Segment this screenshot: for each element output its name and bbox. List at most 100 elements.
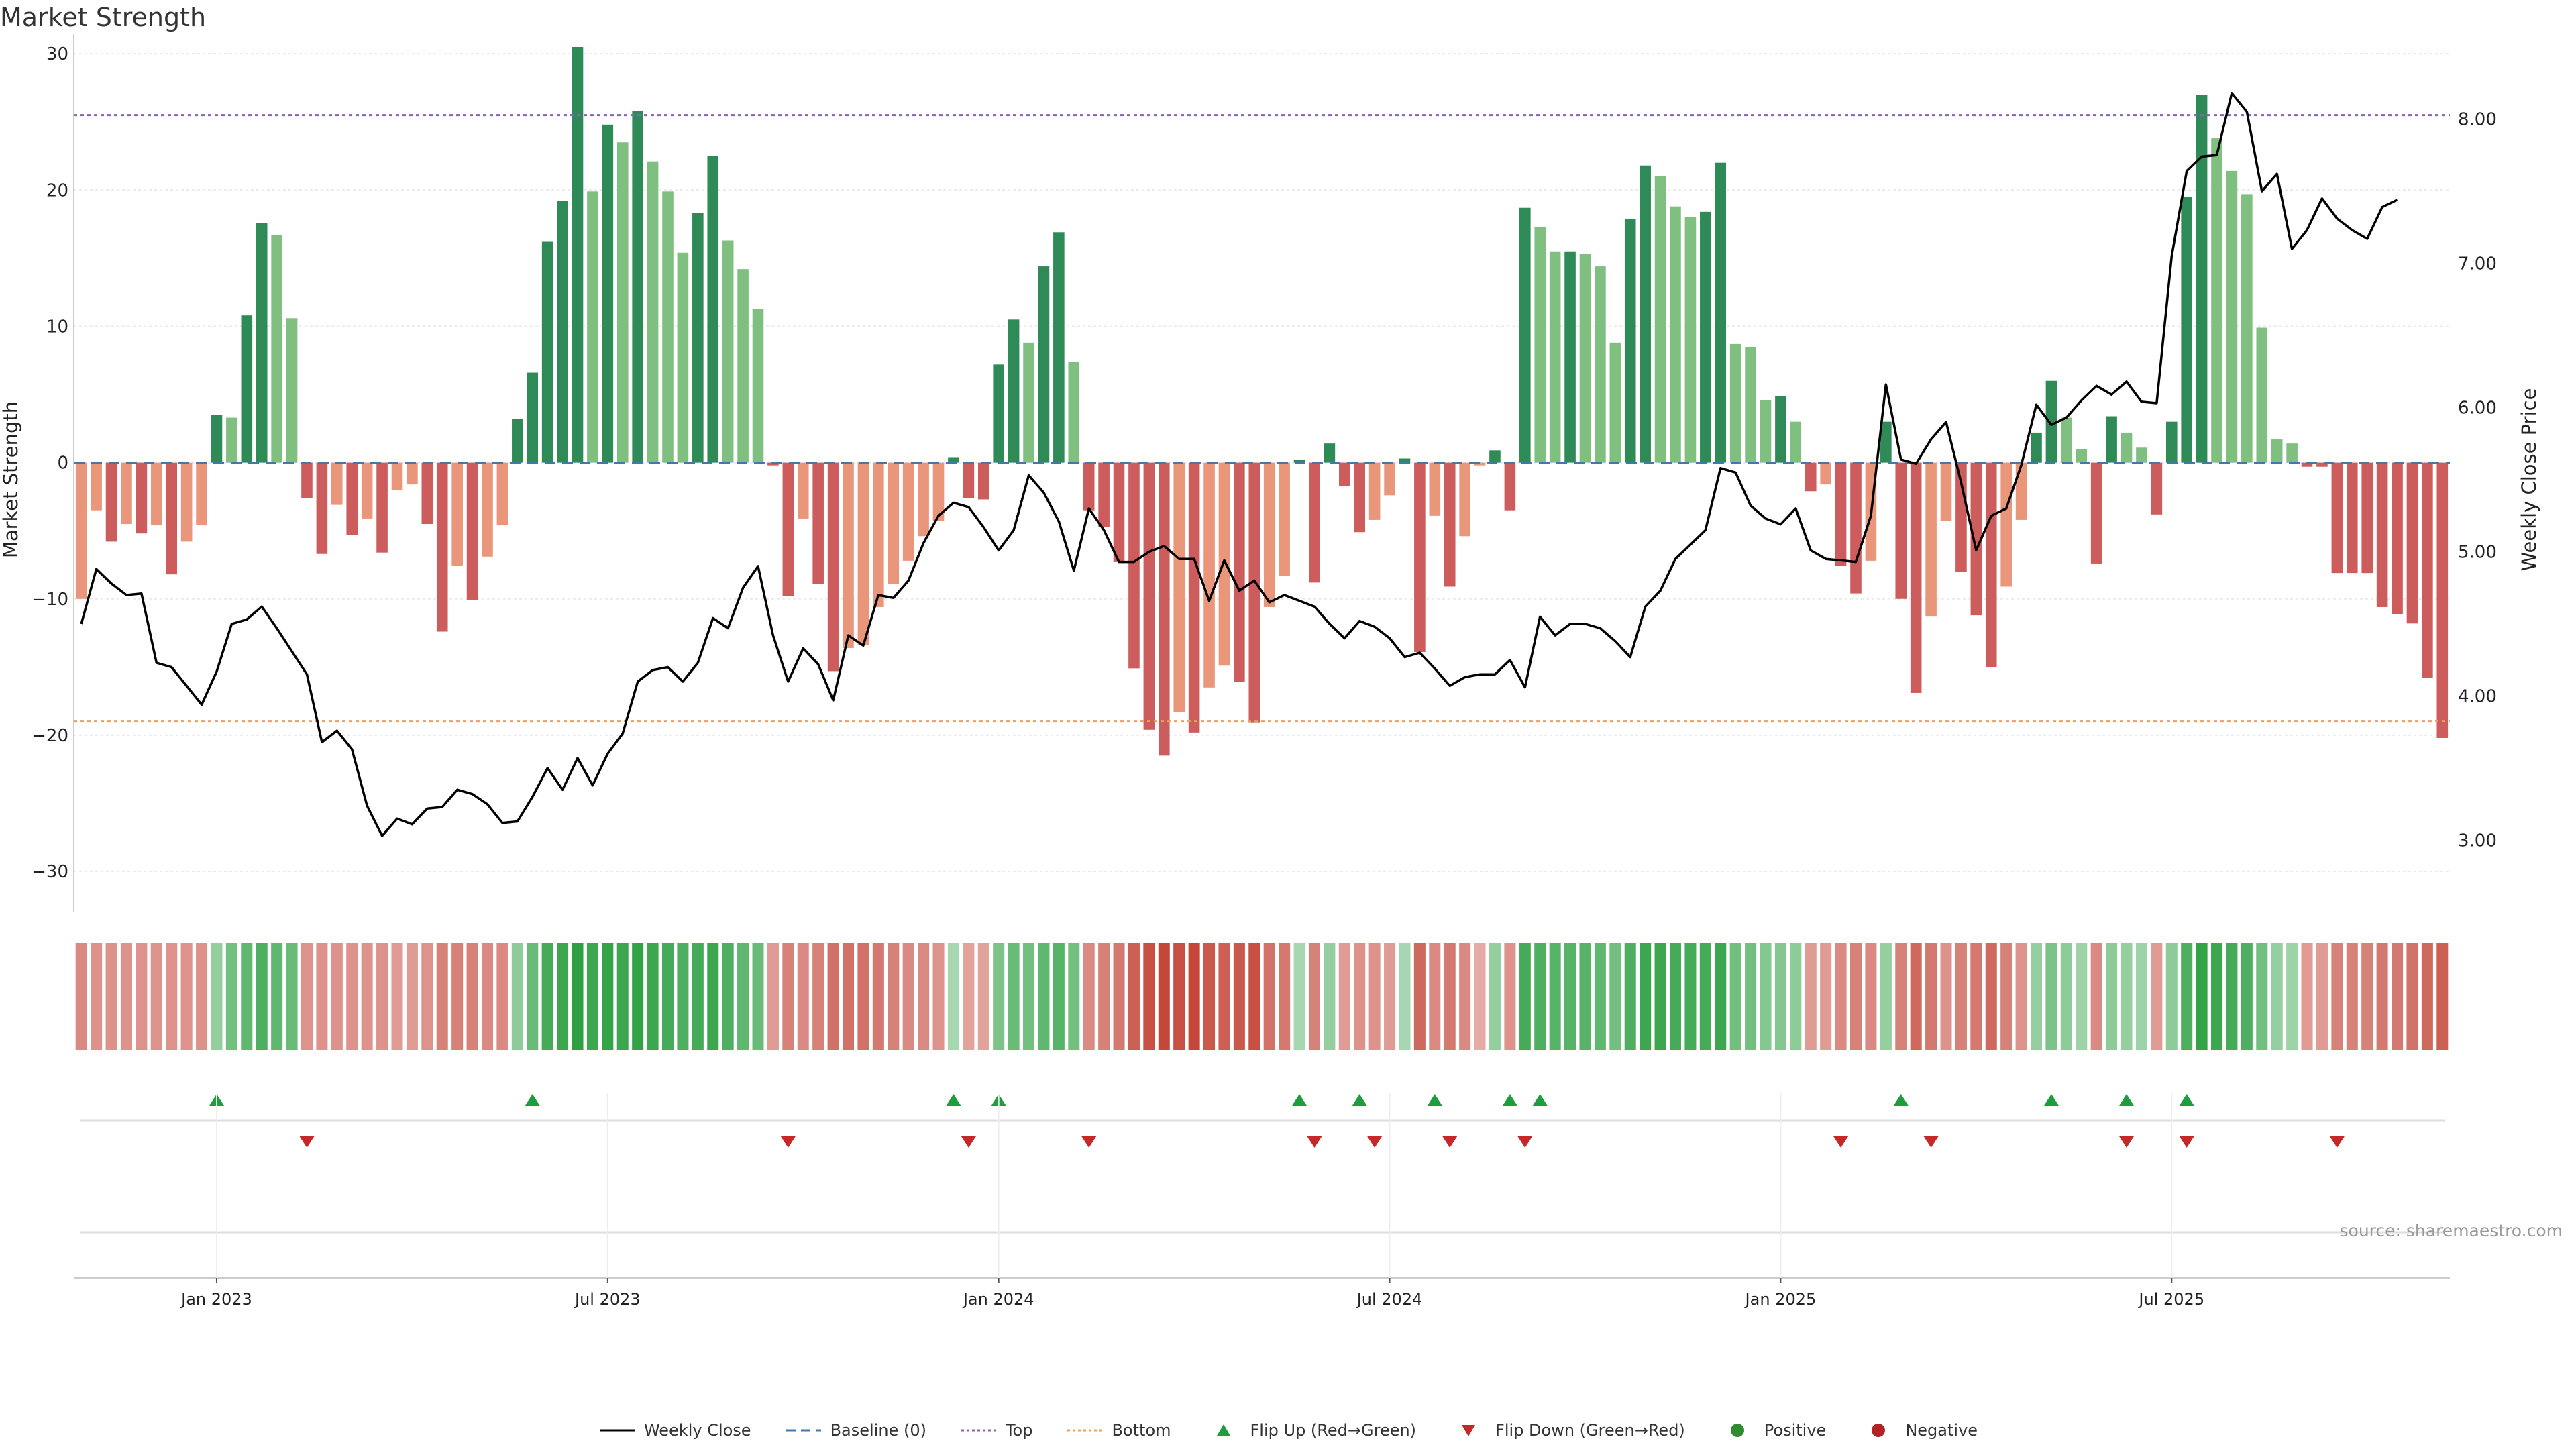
regime-cell [1820,943,1832,1050]
regime-cell [1354,943,1366,1050]
strength-bar [993,364,1004,463]
strength-bar [2181,197,2192,463]
regime-cell [1368,943,1381,1050]
strength-bar [91,462,102,511]
y-right-tick-label: 8.00 [2458,110,2497,130]
legend-label: Negative [1905,1421,1978,1440]
legend-item: Flip Down (Green→Red) [1450,1421,1685,1440]
strength-bar [151,462,162,526]
regime-cell [2181,943,2193,1050]
strength-bar [241,315,253,463]
strength-bar [2031,432,2042,463]
regime-cell [1038,943,1050,1050]
strength-bar [1128,462,1140,669]
strength-bar [1384,462,1395,496]
strength-bar [1399,458,1411,463]
regime-cell [1534,943,1546,1050]
strength-bar [301,462,313,498]
legend-label: Baseline (0) [830,1421,926,1440]
regime-cell [2000,943,2012,1050]
regime-cell [872,943,884,1050]
baseline-legend-swatch [786,1429,821,1432]
strength-bar [1263,462,1275,607]
flip-down-marker [1923,1136,1939,1148]
strength-bar [2346,462,2358,574]
regime-cell [1023,943,1035,1050]
regime-cell [1715,943,1727,1050]
regime-cell [1218,943,1230,1050]
negative-legend-swatch [1872,1424,1886,1437]
flip_down-legend-swatch [1462,1425,1476,1436]
strength-bar [1293,460,1305,463]
regime-cell [2196,943,2208,1050]
regime-cell [918,943,930,1050]
flip-down-marker [1307,1136,1322,1148]
flip-up-marker [2043,1094,2059,1106]
strength-bar [977,462,989,500]
legend-label: Flip Down (Green→Red) [1495,1421,1685,1440]
strength-bar [421,462,433,525]
regime-cell [1970,943,1982,1050]
regime-cell [932,943,945,1050]
strength-bar [1609,342,1621,463]
strength-bar [75,462,87,599]
source-note: source: sharemaestro.com [2339,1221,2563,1240]
regime-cell [692,943,704,1050]
strength-bar [2136,447,2147,463]
regime-cell [767,943,779,1050]
regime-cell [1579,943,1591,1050]
legend-label: Positive [1764,1421,1827,1440]
strength-bar [541,241,553,463]
regime-cell [1895,943,1907,1050]
strength-bar [2301,462,2313,467]
regime-cell [2151,943,2163,1050]
regime-cell [2106,943,2118,1050]
regime-cell [782,943,794,1050]
regime-cell [1308,943,1320,1050]
strength-bar [286,318,298,463]
legend-label: Weekly Close [643,1421,751,1440]
flip-markers [80,1094,2445,1234]
strength-bar [1985,462,1997,667]
regime-cell [1880,943,1892,1050]
regime-cell [136,943,148,1050]
strength-bar [587,191,598,463]
strength-bar [1173,462,1185,712]
strength-bar [196,462,207,526]
legend-item: Bottom [1066,1421,1171,1440]
strength-bar [1053,232,1065,463]
y-tick-label: −30 [32,862,68,882]
strength-bar [677,252,689,463]
regime-cell [1564,943,1576,1050]
strength-bar [662,191,674,463]
y-right-tick-label: 4.00 [2458,687,2497,707]
y-right-tick-label: 5.00 [2458,543,2497,563]
strength-bar [797,462,809,519]
regime-cell [977,943,989,1050]
strength-bar [2241,194,2253,463]
regime-cell [602,943,614,1050]
strength-bar [827,462,839,672]
regime-cell [1338,943,1350,1050]
strength-bar [527,372,539,463]
regime-cell [1519,943,1531,1050]
regime-cell [947,943,959,1050]
regime-cell [1805,943,1817,1050]
y-right-tick-label: 7.00 [2458,254,2497,274]
regime-cell [1654,943,1666,1050]
regime-cell [707,943,719,1050]
regime-cell [1985,943,1997,1050]
regime-cell [2316,943,2328,1050]
strength-bar [451,462,463,566]
strength-bar [1038,266,1050,463]
strength-bar [1775,396,1786,463]
regime-cell [2060,943,2072,1050]
strength-bar [1279,462,1290,576]
strength-bar [346,462,358,535]
strength-bar [1339,462,1350,486]
regime-cell [1729,943,1741,1050]
strength-bar [1234,462,1245,682]
strength-bar [888,462,900,584]
strength-bar [1083,462,1095,511]
strength-bar [1143,462,1155,730]
